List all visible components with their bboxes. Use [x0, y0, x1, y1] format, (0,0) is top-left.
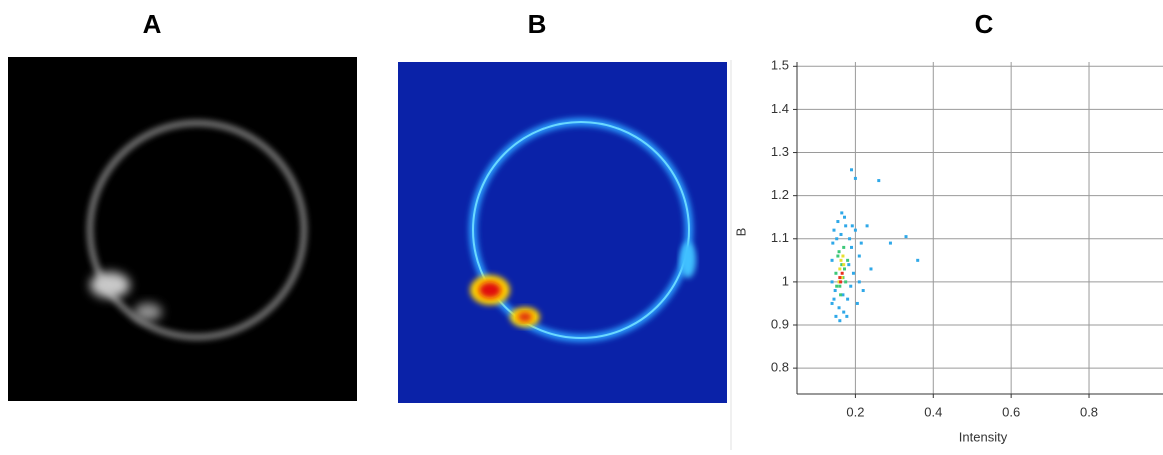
point: [850, 168, 854, 172]
point: [850, 224, 854, 228]
point: [847, 263, 851, 267]
point: [861, 289, 865, 293]
point: [838, 319, 842, 323]
point: [836, 220, 840, 224]
point: [843, 267, 847, 271]
point: [848, 237, 852, 241]
point: [841, 293, 845, 297]
point: [888, 241, 892, 245]
point: [830, 258, 834, 262]
point: [846, 297, 850, 301]
point: [839, 280, 843, 284]
point: [844, 224, 848, 228]
panel-label: B: [528, 9, 547, 39]
x-tick-label: 0.2: [846, 404, 864, 419]
point: [851, 271, 855, 275]
point: [859, 241, 863, 245]
y-tick-label: 1: [782, 273, 789, 288]
point: [857, 280, 861, 284]
point: [877, 179, 881, 183]
x-tick-label: 0.4: [924, 404, 942, 419]
point: [846, 258, 850, 262]
point: [869, 267, 873, 271]
point: [843, 215, 847, 219]
point: [832, 297, 836, 301]
point: [833, 289, 837, 293]
point: [837, 250, 841, 254]
point: [850, 245, 854, 249]
x-tick-label: 0.6: [1002, 404, 1020, 419]
point: [865, 224, 869, 228]
image-a: [8, 57, 357, 401]
point: [835, 284, 839, 288]
point: [845, 314, 849, 318]
point: [849, 284, 853, 288]
panel-label: A: [143, 9, 162, 39]
point: [840, 271, 844, 275]
y-tick-label: 1.5: [771, 58, 789, 73]
point: [842, 310, 846, 314]
point: [830, 280, 834, 284]
y-tick-label: 1.4: [771, 101, 789, 116]
point: [857, 254, 861, 258]
image-b: [398, 62, 727, 403]
point: [838, 284, 842, 288]
point: [836, 254, 840, 258]
point: [837, 306, 841, 310]
point: [832, 228, 836, 232]
y-tick-label: 0.8: [771, 360, 789, 375]
point: [840, 263, 844, 267]
point: [841, 254, 845, 258]
point: [853, 228, 857, 232]
point: [842, 245, 846, 249]
point: [839, 293, 843, 297]
x-tick-label: 0.8: [1080, 404, 1098, 419]
point: [830, 301, 834, 305]
point: [831, 241, 835, 245]
point: [904, 235, 908, 239]
point: [844, 280, 848, 284]
point: [855, 301, 859, 305]
point: [838, 276, 842, 280]
point: [853, 176, 857, 180]
point: [840, 211, 844, 215]
y-tick-label: 1.3: [771, 144, 789, 159]
point: [837, 280, 841, 284]
y-tick-label: 0.9: [771, 316, 789, 331]
point: [840, 276, 844, 280]
point: [842, 263, 846, 267]
y-tick-label: 1.1: [771, 230, 789, 245]
x-axis-label: Intensity: [959, 429, 1008, 444]
point: [834, 314, 838, 318]
point: [834, 271, 838, 275]
point: [835, 237, 839, 241]
point: [839, 258, 843, 262]
y-axis-label: B: [733, 228, 748, 237]
panel-label: C: [975, 9, 994, 39]
point: [838, 267, 842, 271]
point: [839, 232, 843, 236]
y-tick-label: 1.2: [771, 187, 789, 202]
point: [916, 258, 920, 262]
